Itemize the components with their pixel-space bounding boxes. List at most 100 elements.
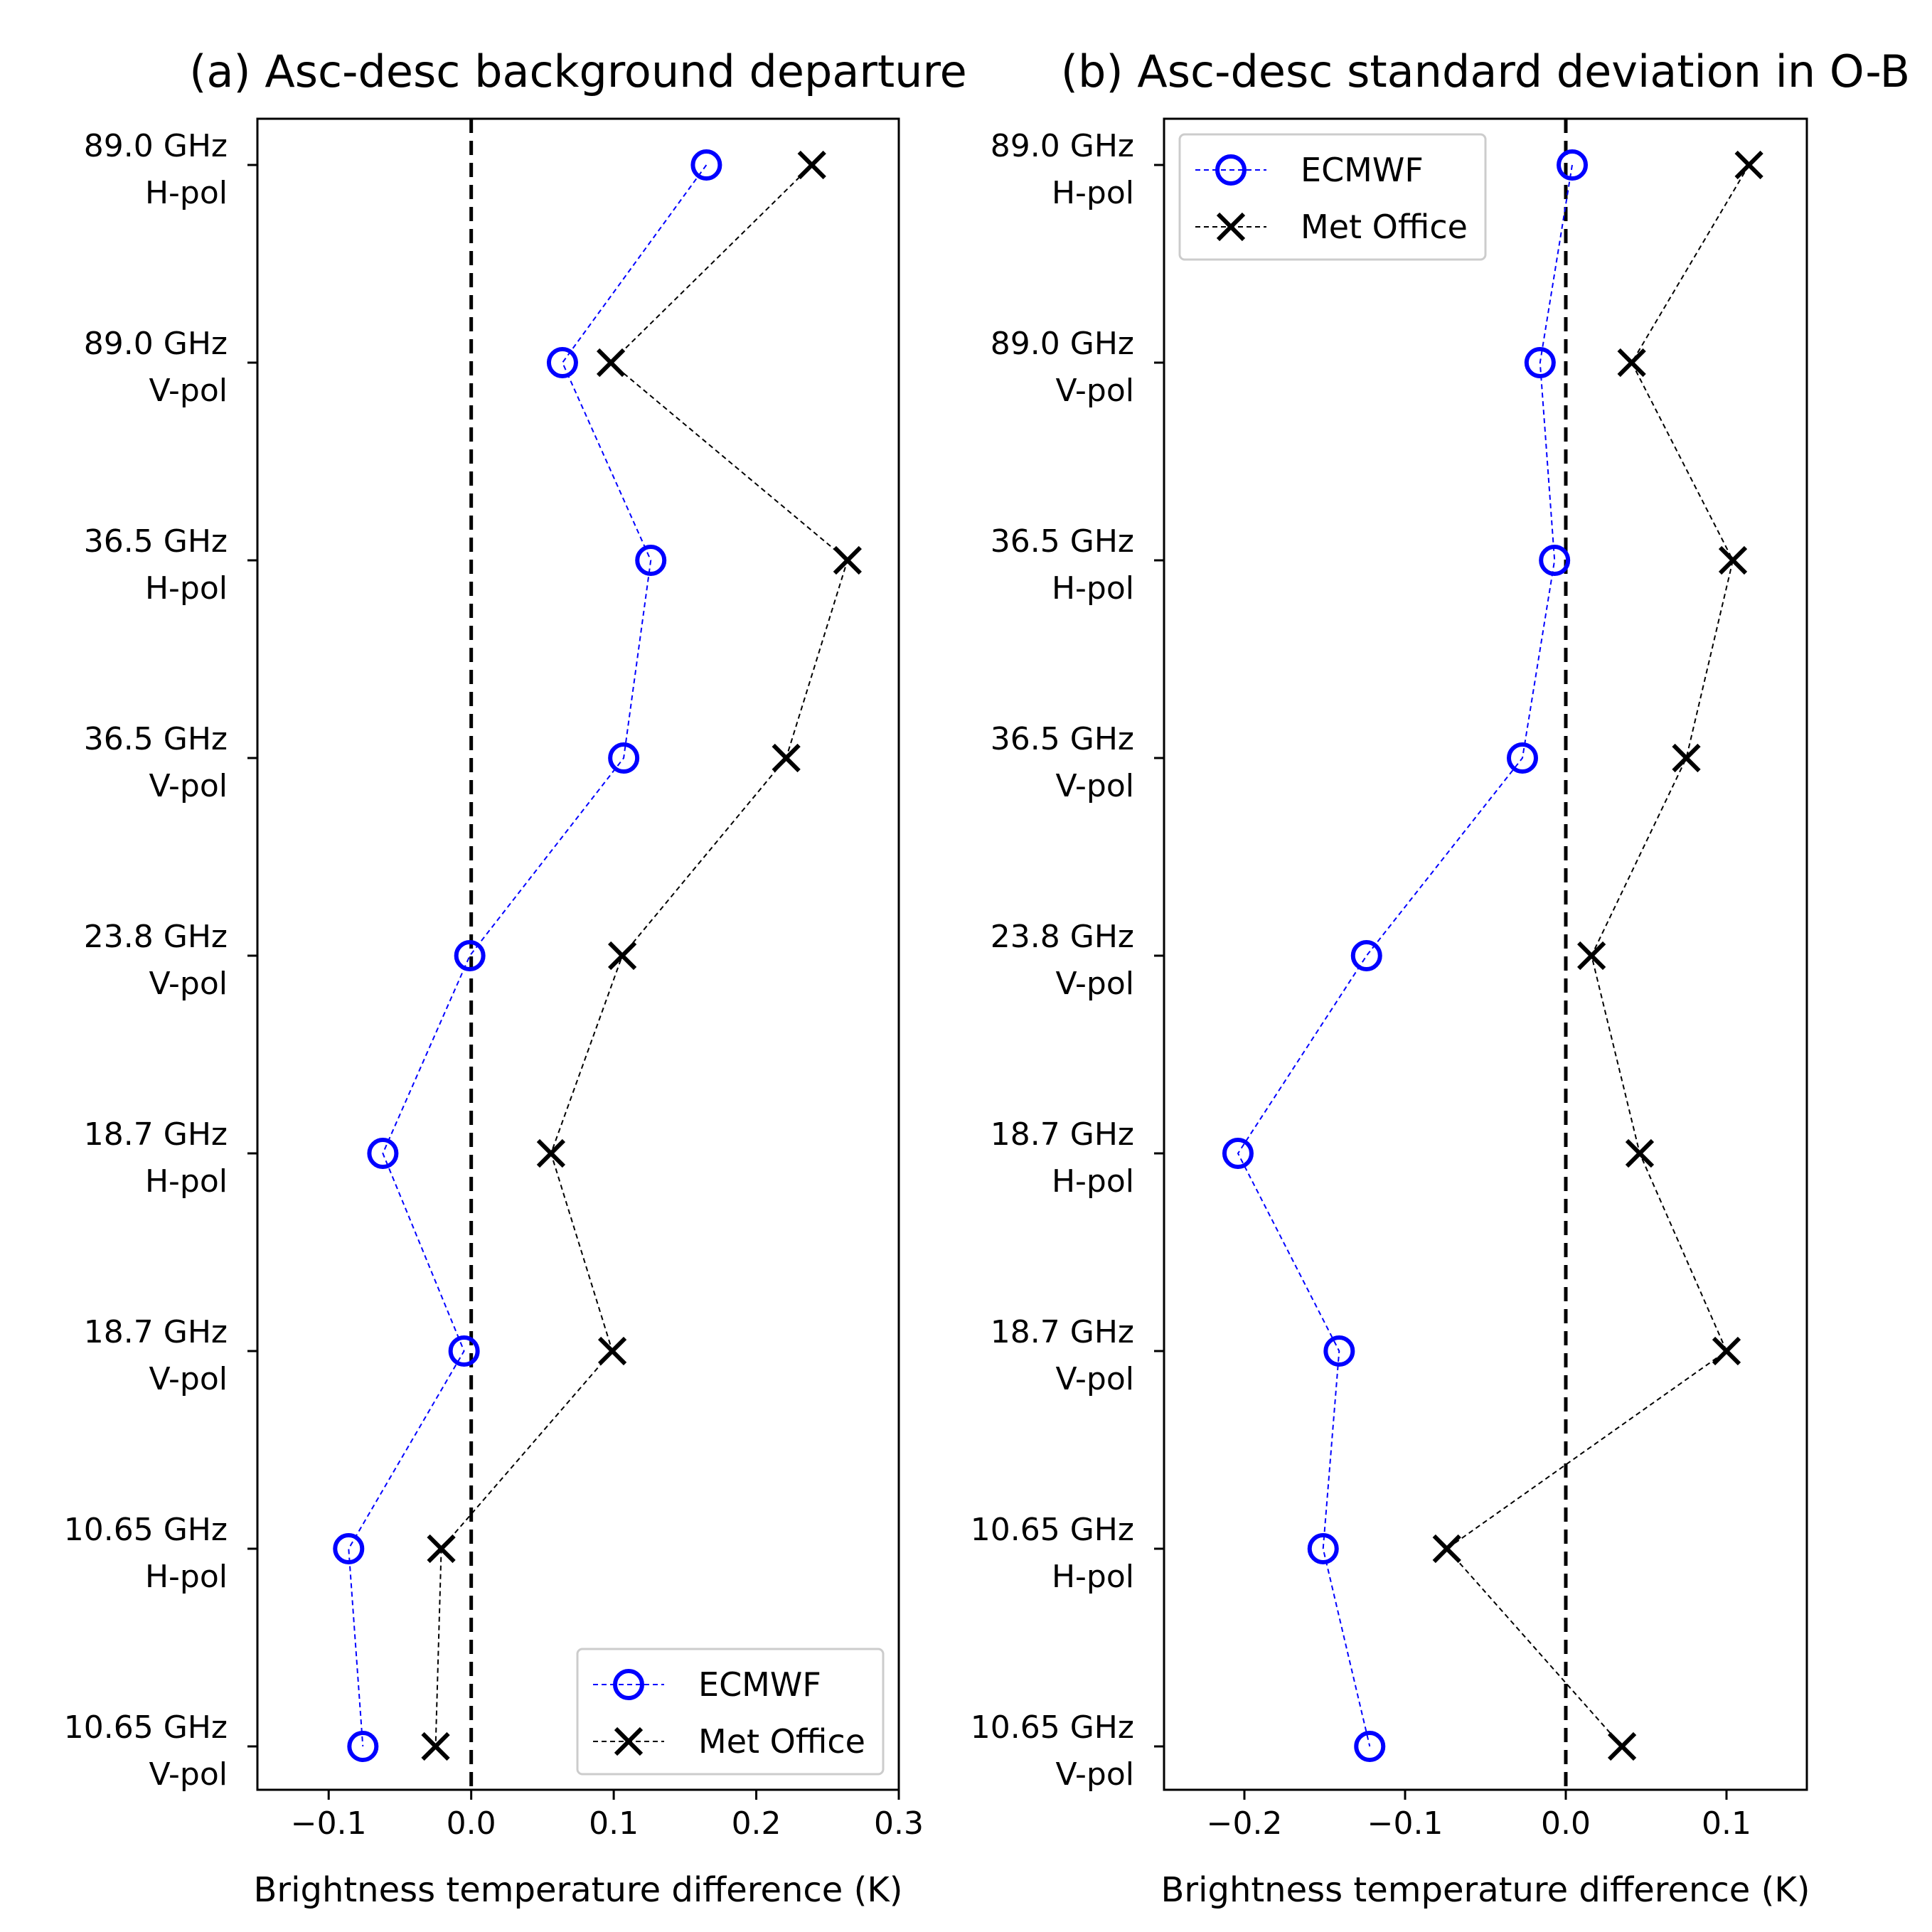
data-point-ecmwf	[1350, 940, 1382, 971]
y-tick-label-polarization: H-pol	[1052, 1559, 1134, 1595]
data-point-met-office	[1718, 545, 1748, 575]
data-point-ecmwf	[448, 1335, 480, 1367]
data-point-met-office	[1734, 150, 1763, 180]
x-tick-label: −0.1	[1367, 1805, 1443, 1842]
y-tick-label-frequency: 18.7 GHz	[84, 1314, 228, 1350]
y-tick-label-polarization: H-pol	[1052, 570, 1134, 607]
y-tick-label-polarization: V-pol	[149, 768, 228, 804]
y-tick-label-frequency: 18.7 GHz	[991, 1314, 1134, 1350]
x-tick-label: 0.1	[1702, 1805, 1751, 1842]
panel-b: (b) Asc-desc standard deviation in O-B 89…	[971, 46, 1910, 1910]
y-tick-label-frequency: 18.7 GHz	[84, 1116, 228, 1153]
data-point-ecmwf	[347, 1731, 379, 1762]
y-tick-label-polarization: H-pol	[1052, 175, 1134, 211]
legend-label: Met Office	[1301, 208, 1468, 246]
series-line-ecmwf	[1237, 164, 1573, 1747]
y-tick-label-polarization: V-pol	[1056, 373, 1134, 409]
y-tick-label-frequency: 18.7 GHz	[991, 1116, 1134, 1153]
series-line-met-office	[1446, 164, 1750, 1747]
data-point-met-office	[596, 348, 626, 378]
y-tick-label-frequency: 36.5 GHz	[991, 523, 1134, 560]
y-tick-label-polarization: H-pol	[145, 1559, 228, 1595]
y-tick-label-polarization: V-pol	[149, 373, 228, 409]
data-point-ecmwf	[1323, 1335, 1355, 1367]
y-tick-label-polarization: V-pol	[149, 1756, 228, 1793]
y-tick-label-polarization: H-pol	[1052, 1163, 1134, 1200]
panel-a: (a) Asc-desc background departure 89.0 GH…	[64, 46, 967, 1910]
y-tick-label-frequency: 36.5 GHz	[84, 721, 228, 757]
y-tick-label-polarization: H-pol	[145, 1163, 228, 1200]
data-point-ecmwf	[454, 940, 486, 971]
legend-label: ECMWF	[698, 1665, 821, 1704]
x-tick-label: 0.2	[732, 1805, 781, 1842]
data-point-met-office	[421, 1731, 450, 1761]
legend-marker-circle	[613, 1669, 644, 1700]
y-tick-label-frequency: 10.65 GHz	[64, 1709, 228, 1746]
data-point-ecmwf	[1524, 347, 1556, 378]
y-tick-label-polarization: V-pol	[1056, 1756, 1134, 1793]
y-tick-label-frequency: 89.0 GHz	[991, 326, 1134, 362]
data-point-met-office	[772, 743, 801, 773]
y-tick-label-polarization: V-pol	[1056, 966, 1134, 1002]
axes-frame	[1163, 117, 1808, 1791]
y-tick-label-frequency: 10.65 GHz	[64, 1512, 228, 1548]
data-point-met-office	[536, 1138, 566, 1168]
y-tick-label-polarization: V-pol	[1056, 1361, 1134, 1397]
y-tick-label-frequency: 89.0 GHz	[84, 128, 228, 164]
legend-marker-x	[614, 1726, 644, 1756]
legend-marker-x	[1216, 212, 1246, 242]
legend: ECMWF Met Office	[1178, 133, 1487, 261]
data-point-ecmwf	[1506, 742, 1538, 774]
data-point-ecmwf	[635, 545, 667, 576]
y-tick-label-frequency: 23.8 GHz	[991, 919, 1134, 955]
data-point-met-office	[597, 1336, 627, 1366]
legend-label: Met Office	[698, 1722, 865, 1761]
legend-box	[1178, 133, 1487, 261]
data-point-met-office	[833, 545, 862, 575]
y-tick-label-frequency: 10.65 GHz	[971, 1709, 1134, 1746]
data-point-ecmwf	[608, 742, 640, 774]
x-tick-label: 0.0	[1541, 1805, 1591, 1842]
data-point-ecmwf	[1539, 545, 1571, 576]
data-point-met-office	[1607, 1731, 1637, 1761]
x-tick-label: −0.1	[291, 1805, 367, 1842]
chart-title: (b) Asc-desc standard deviation in O-B	[1061, 46, 1910, 97]
y-tick-label-frequency: 36.5 GHz	[991, 721, 1134, 757]
data-point-ecmwf	[1557, 149, 1589, 181]
y-tick-label-polarization: V-pol	[1056, 768, 1134, 804]
data-point-met-office	[1617, 348, 1646, 378]
legend: ECMWF Met Office	[576, 1648, 885, 1776]
data-point-ecmwf	[1354, 1731, 1386, 1762]
y-tick-label-polarization: H-pol	[145, 570, 228, 607]
series-line-ecmwf	[348, 164, 708, 1747]
x-tick-label: 0.0	[447, 1805, 496, 1842]
x-tick-label: 0.3	[874, 1805, 924, 1842]
legend-label: ECMWF	[1301, 151, 1424, 189]
x-tick-label: −0.2	[1207, 1805, 1283, 1842]
data-point-ecmwf	[546, 347, 578, 378]
data-point-ecmwf	[1222, 1138, 1254, 1169]
data-point-met-office	[1625, 1138, 1655, 1168]
y-tick-label-frequency: 23.8 GHz	[84, 919, 228, 955]
data-point-met-office	[1712, 1336, 1741, 1366]
data-point-met-office	[797, 150, 826, 180]
axes-frame	[256, 117, 900, 1791]
y-tick-label-frequency: 36.5 GHz	[84, 523, 228, 560]
data-point-ecmwf	[367, 1138, 399, 1169]
x-axis-label: Brightness temperature difference (K)	[1160, 1870, 1810, 1910]
x-tick-label: 0.1	[589, 1805, 639, 1842]
data-point-met-office	[608, 941, 637, 971]
x-axis-label: Brightness temperature difference (K)	[253, 1870, 902, 1910]
y-tick-label-polarization: V-pol	[149, 966, 228, 1002]
legend-box	[576, 1648, 885, 1776]
data-point-met-office	[1432, 1534, 1461, 1564]
y-tick-label-frequency: 89.0 GHz	[84, 326, 228, 362]
y-tick-label-polarization: V-pol	[149, 1361, 228, 1397]
chart-title: (a) Asc-desc background departure	[189, 46, 966, 97]
series-line-met-office	[434, 164, 848, 1747]
y-tick-label-frequency: 89.0 GHz	[991, 128, 1134, 164]
legend-marker-circle	[1215, 154, 1247, 186]
y-tick-label-frequency: 10.65 GHz	[971, 1512, 1134, 1548]
data-point-ecmwf	[690, 149, 722, 181]
